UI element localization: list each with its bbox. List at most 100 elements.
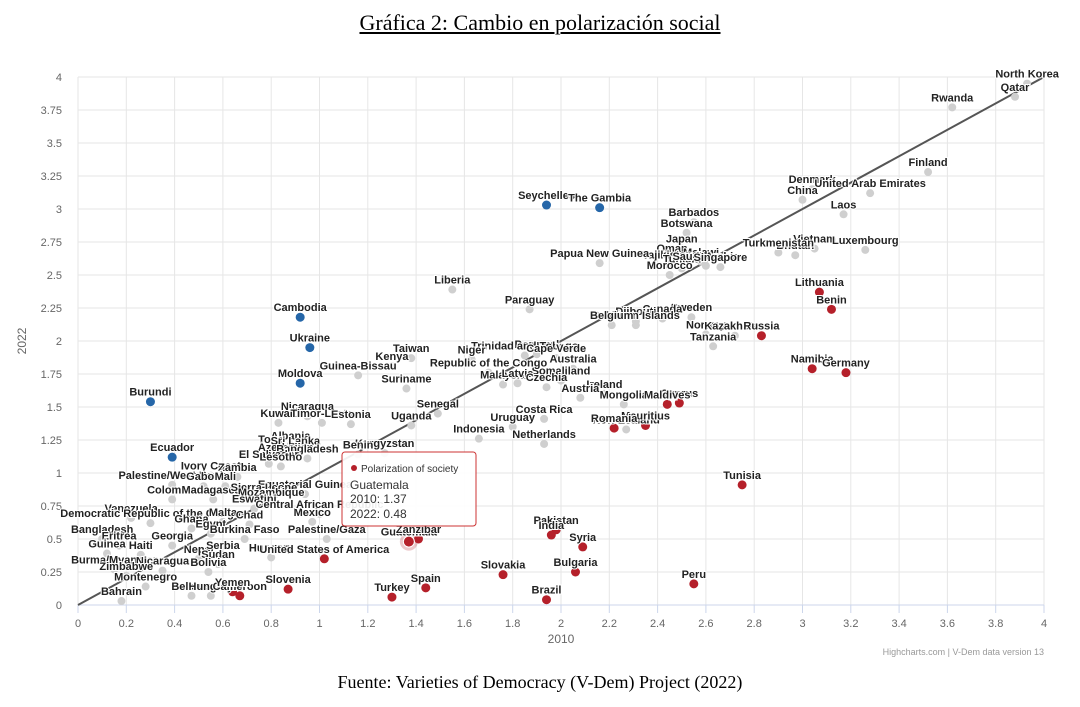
point-lesotho[interactable] — [276, 462, 285, 471]
point-azerbaijan[interactable] — [281, 453, 290, 462]
point-solomon-islands[interactable] — [631, 321, 640, 330]
point-suriname[interactable] — [402, 384, 411, 393]
point-eswatini[interactable] — [250, 504, 259, 513]
point-burma-myanmar[interactable] — [110, 565, 119, 574]
point-kenya[interactable] — [387, 362, 396, 371]
point-burundi[interactable] — [145, 397, 155, 407]
point-tunisia[interactable] — [677, 264, 686, 273]
point-sudan[interactable] — [214, 560, 223, 569]
point-vietnam[interactable] — [810, 244, 819, 253]
point-mongolia[interactable] — [619, 400, 628, 409]
point-palestine-west-bank[interactable] — [168, 480, 177, 489]
point-canada[interactable] — [658, 314, 667, 323]
point-syria[interactable] — [578, 542, 588, 552]
point-hungary[interactable] — [267, 553, 276, 562]
point-timor-leste[interactable] — [317, 418, 326, 427]
point-seychelles[interactable] — [542, 200, 552, 210]
point-venezuela[interactable] — [127, 513, 136, 522]
point-china[interactable] — [798, 195, 807, 204]
point-papua-new-guinea[interactable] — [595, 259, 604, 268]
point-bulgaria[interactable] — [570, 567, 580, 577]
point-slovakia[interactable] — [498, 570, 508, 580]
point-finland[interactable] — [924, 168, 933, 177]
point-eritrea[interactable] — [115, 541, 124, 550]
point-bahrain[interactable] — [117, 597, 126, 606]
point-belarus[interactable] — [187, 591, 196, 600]
point-lithuania[interactable] — [814, 287, 824, 297]
point-bolivia[interactable] — [204, 568, 213, 576]
point-namibia[interactable] — [807, 364, 817, 374]
point-bangladesh[interactable] — [303, 454, 312, 463]
point-bhutan[interactable] — [791, 251, 800, 260]
point-hungary[interactable] — [206, 591, 215, 600]
point-sweden[interactable] — [687, 313, 696, 322]
point-paraguay[interactable] — [525, 305, 534, 314]
point-botswana[interactable] — [682, 228, 691, 237]
point-latvia[interactable] — [513, 379, 522, 388]
point-zimbabwe[interactable] — [122, 571, 131, 580]
point-australia[interactable] — [569, 364, 578, 373]
point-norway[interactable] — [701, 330, 710, 339]
point-albania[interactable] — [286, 441, 295, 450]
point-ivory-coast[interactable] — [206, 471, 215, 480]
point-turkey[interactable] — [387, 592, 397, 602]
point-turkmenistan[interactable] — [774, 248, 783, 257]
point-tajikistan[interactable] — [663, 260, 672, 269]
point-costa-rica[interactable] — [540, 414, 549, 423]
point-sierra-leone[interactable] — [259, 492, 268, 501]
point-barbados[interactable] — [689, 218, 698, 227]
point-singapore[interactable] — [716, 263, 725, 272]
point-saudi-arabia[interactable] — [701, 261, 710, 270]
point-georgia[interactable] — [168, 541, 177, 550]
point-netherlands[interactable] — [540, 439, 549, 448]
point-republic-of-the-congo[interactable] — [484, 368, 493, 377]
point-oman[interactable] — [668, 253, 677, 262]
point-laos[interactable] — [839, 210, 848, 219]
point-chad[interactable] — [245, 520, 254, 529]
point-benin[interactable] — [826, 304, 836, 314]
point-haiti[interactable] — [136, 550, 145, 559]
point-belgium[interactable] — [607, 321, 616, 330]
point-cameroon[interactable] — [235, 591, 245, 601]
point-taiwan[interactable] — [407, 354, 416, 363]
point-portugal[interactable] — [532, 350, 541, 359]
point-cape-verde[interactable] — [552, 354, 561, 363]
point-tunisia[interactable] — [737, 480, 747, 490]
point-gabon[interactable] — [199, 482, 208, 491]
point-guinea-bissau[interactable] — [354, 371, 363, 380]
point-the-gambia[interactable] — [595, 203, 605, 213]
point-uruguay[interactable] — [508, 422, 517, 431]
point-el-salvador[interactable] — [264, 459, 273, 468]
point-spain[interactable] — [421, 583, 431, 593]
point-nepal[interactable] — [194, 554, 203, 563]
point-democratic-republic-of-the-congo[interactable] — [146, 519, 155, 528]
point-slovenia[interactable] — [283, 584, 293, 594]
point-nicaragua[interactable] — [158, 566, 167, 575]
point-new-zealand[interactable] — [622, 425, 631, 434]
point-mauritius[interactable] — [641, 420, 651, 430]
hovered-point[interactable] — [402, 535, 415, 548]
point-malta[interactable] — [218, 517, 227, 526]
point-romania[interactable] — [609, 423, 619, 433]
point-somaliland[interactable] — [557, 376, 565, 385]
point-tanzania[interactable] — [709, 342, 718, 351]
point-mexico[interactable] — [308, 517, 317, 526]
point-liberia[interactable] — [448, 285, 457, 294]
point-uganda[interactable] — [407, 421, 416, 430]
point-montenegro[interactable] — [141, 582, 150, 591]
point-india[interactable] — [546, 530, 556, 540]
point-morocco[interactable] — [665, 271, 674, 279]
point-north-korea[interactable] — [1023, 79, 1032, 88]
point-kazakhstan[interactable] — [730, 331, 739, 340]
point-madagascar[interactable] — [209, 495, 218, 504]
point-brazil[interactable] — [542, 595, 552, 605]
point-cyprus[interactable] — [674, 398, 684, 408]
point-mozambique[interactable] — [267, 498, 276, 507]
point-zambia[interactable] — [233, 472, 242, 481]
point-indonesia[interactable] — [474, 434, 483, 443]
point-sri-lanka[interactable] — [291, 446, 300, 455]
point-nicaragua[interactable] — [303, 412, 312, 421]
point-equatorial-guinea[interactable] — [301, 490, 310, 499]
point-germany[interactable] — [841, 368, 851, 378]
point-ukraine[interactable] — [305, 343, 315, 353]
